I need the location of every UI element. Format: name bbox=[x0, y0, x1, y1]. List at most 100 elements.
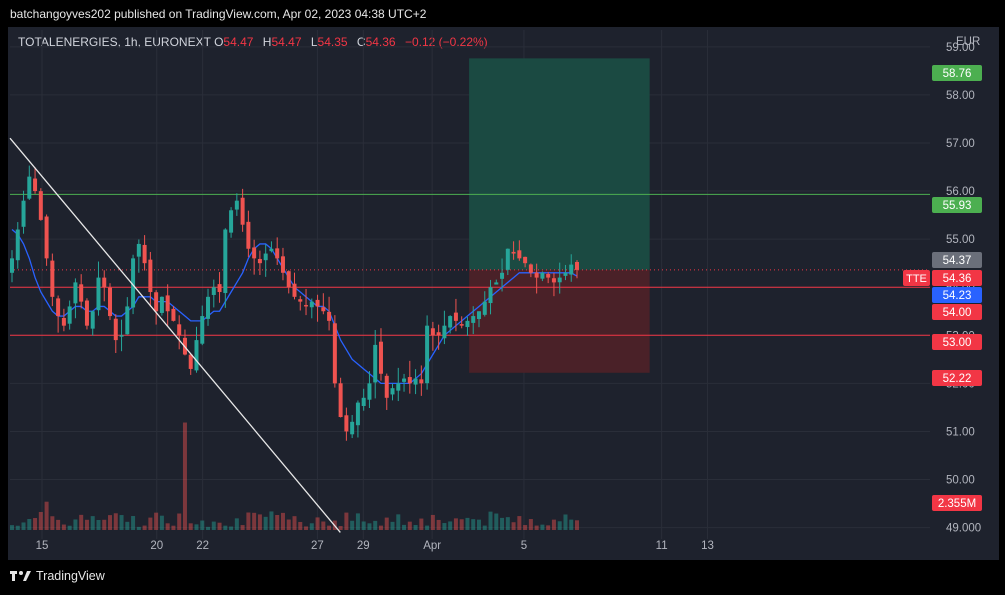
candle-body bbox=[436, 332, 441, 336]
candle-body bbox=[119, 335, 124, 337]
time-axis[interactable]: 15 20 22 27 29 Apr 5 11 13 bbox=[36, 540, 714, 552]
volume-bar bbox=[425, 525, 430, 530]
volume-bar bbox=[505, 517, 510, 530]
y-tick-label: 49.000 bbox=[946, 523, 981, 535]
candle-body bbox=[206, 296, 211, 319]
volume-bar bbox=[211, 521, 216, 530]
trendline[interactable] bbox=[9, 137, 341, 533]
price-tag-label: 54.37 bbox=[943, 255, 972, 267]
volume-bar bbox=[494, 513, 499, 530]
volume-bar bbox=[511, 522, 516, 530]
candle-body bbox=[355, 402, 360, 426]
volume-bar bbox=[355, 513, 360, 530]
candle-body bbox=[240, 197, 245, 225]
volume-bar bbox=[465, 517, 470, 530]
symbol-name[interactable]: TOTALENERGIES, 1h, EURONEXT bbox=[18, 35, 211, 49]
candle-body bbox=[332, 323, 337, 384]
price-tag-bg bbox=[932, 65, 982, 81]
symbol-legend: TOTALENERGIES, 1h, EURONEXT O54.47 H54.4… bbox=[18, 35, 494, 49]
candle-body bbox=[102, 277, 107, 288]
y-tick-label: 59.00 bbox=[946, 42, 975, 54]
volume-bar bbox=[517, 516, 522, 530]
volume-bar bbox=[217, 522, 222, 530]
volume-bar bbox=[488, 511, 493, 530]
horizontal-levels[interactable] bbox=[10, 193, 930, 336]
price-tag-bg bbox=[932, 287, 982, 303]
candle-body bbox=[384, 375, 389, 398]
candle-body bbox=[546, 274, 551, 278]
x-tick-label: 13 bbox=[701, 540, 714, 552]
candle-body bbox=[171, 308, 176, 321]
close-label: C bbox=[356, 35, 366, 49]
volume-bar bbox=[309, 523, 314, 530]
candle-body bbox=[459, 324, 464, 326]
volume-bar bbox=[540, 524, 545, 530]
volume-bar bbox=[280, 512, 285, 530]
volume-bar bbox=[413, 525, 418, 530]
candle-body bbox=[27, 176, 32, 199]
open-value: 54.47 bbox=[223, 35, 254, 49]
volume-bar bbox=[292, 516, 297, 530]
tradingview-logo-icon bbox=[10, 571, 31, 581]
volume-bar bbox=[27, 519, 32, 530]
candle-body bbox=[38, 191, 43, 220]
candle-body bbox=[292, 283, 297, 297]
candle-body bbox=[373, 344, 378, 383]
price-tag-bg bbox=[932, 270, 982, 286]
change-value: −0.12 (−0.22%) bbox=[404, 35, 488, 49]
volume-bar bbox=[500, 517, 505, 530]
volume-bar bbox=[188, 523, 193, 530]
volume-bar bbox=[361, 521, 366, 530]
candle-body bbox=[413, 378, 418, 385]
candle-body bbox=[298, 299, 303, 302]
volume-bar bbox=[304, 526, 309, 530]
y-tick-label: 55.00 bbox=[946, 234, 975, 246]
candle-body bbox=[280, 256, 285, 273]
volume-bar bbox=[177, 513, 182, 530]
volume-bar bbox=[551, 519, 556, 530]
symbol-tag-bg bbox=[903, 270, 930, 286]
trendline-segment bbox=[9, 137, 341, 533]
volume-bar bbox=[402, 524, 407, 530]
x-tick-label: 11 bbox=[656, 540, 668, 552]
x-tick-label: 20 bbox=[150, 540, 163, 552]
candle-body bbox=[50, 260, 55, 297]
candle-body bbox=[488, 287, 493, 304]
candle-body bbox=[430, 328, 435, 336]
volume-bar bbox=[44, 501, 49, 530]
candle-body bbox=[108, 287, 113, 317]
candle-body bbox=[551, 278, 556, 283]
y-tick-label: 50.00 bbox=[946, 475, 975, 487]
candle-body bbox=[528, 264, 533, 273]
volume-bar bbox=[378, 525, 383, 530]
candle-body bbox=[21, 200, 26, 227]
candle-body bbox=[534, 272, 539, 278]
volume-bar bbox=[563, 514, 568, 530]
volume-bar bbox=[131, 516, 136, 530]
candle-body bbox=[79, 284, 84, 302]
price-tag-bg bbox=[932, 304, 982, 320]
tradingview-brand: TradingView bbox=[36, 569, 105, 583]
volume-bar bbox=[528, 519, 533, 530]
volume-bar bbox=[471, 519, 476, 530]
volume-bar bbox=[223, 525, 228, 530]
volume-bar bbox=[269, 511, 274, 530]
candle-body bbox=[229, 210, 234, 233]
candle-body bbox=[390, 388, 395, 395]
volume-bar bbox=[240, 525, 245, 530]
volume-bar bbox=[113, 513, 118, 530]
volume-bar bbox=[165, 523, 170, 530]
y-tick-label: 57.00 bbox=[946, 138, 975, 150]
price-tag-label: 53.00 bbox=[943, 337, 972, 349]
candle-body bbox=[575, 261, 579, 270]
candle-body bbox=[344, 415, 349, 432]
currency-label: EUR bbox=[956, 36, 980, 48]
y-tick-label: 56.00 bbox=[946, 186, 975, 198]
volume-bar bbox=[136, 526, 141, 530]
volume-bar bbox=[142, 525, 147, 530]
candle-body bbox=[494, 282, 499, 285]
long-position-tool[interactable] bbox=[469, 58, 650, 373]
candle-body bbox=[361, 397, 366, 406]
